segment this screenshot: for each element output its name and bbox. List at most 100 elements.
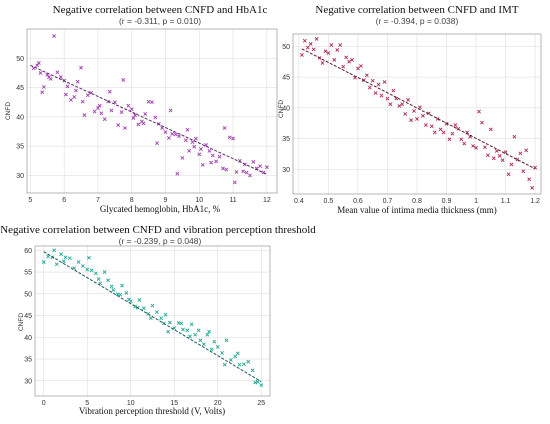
x-tick-label: 6 <box>62 197 66 204</box>
x-tick-label: 11 <box>229 197 236 204</box>
x-tick-label: 15 <box>170 400 178 407</box>
x-tick-label: 0.5 <box>324 198 334 205</box>
data-point <box>146 99 151 104</box>
data-point <box>429 124 434 129</box>
data-point <box>67 256 72 261</box>
data-point <box>227 135 232 140</box>
data-point <box>121 78 126 82</box>
data-point <box>215 344 220 349</box>
y-tick-label: 45 <box>16 85 24 92</box>
data-point <box>379 93 384 98</box>
data-point <box>415 117 419 121</box>
x-axis-label: Vibration perception threshold (V, Volts… <box>79 406 225 416</box>
x-tick-label: 0.7 <box>383 198 393 205</box>
data-point <box>124 291 129 295</box>
y-tick-label: 35 <box>282 136 290 143</box>
data-point <box>159 316 164 321</box>
y-tick-label: 30 <box>16 173 24 180</box>
y-tick-label: 35 <box>16 144 24 151</box>
chart-subtitle: (r = -0.311, p = 0.010) <box>119 16 201 26</box>
data-point <box>224 167 229 172</box>
data-point <box>217 154 222 159</box>
data-point <box>494 149 499 153</box>
data-point <box>444 121 449 126</box>
data-point <box>235 351 240 356</box>
data-point <box>54 262 59 267</box>
data-point <box>474 145 478 150</box>
data-point <box>175 171 180 176</box>
data-point <box>190 140 195 144</box>
data-point <box>137 297 142 302</box>
data-point <box>409 118 414 123</box>
data-point <box>250 368 255 373</box>
data-point <box>314 37 319 41</box>
data-point <box>61 259 66 264</box>
data-point <box>341 64 346 69</box>
x-tick-label: 0.9 <box>442 198 452 205</box>
data-point <box>196 328 201 333</box>
data-point <box>488 127 493 132</box>
chart-title: Negative correlation between CNFD and Hb… <box>53 4 268 16</box>
data-point <box>163 130 168 135</box>
plot-frame <box>34 245 271 397</box>
data-point <box>412 109 416 113</box>
data-point <box>530 185 535 190</box>
data-point <box>96 106 100 110</box>
data-point <box>432 130 437 135</box>
data-point <box>189 322 194 327</box>
data-point <box>118 292 123 297</box>
y-tick-label: 50 <box>24 291 32 298</box>
x-tick-label: 25 <box>257 400 265 407</box>
data-point <box>509 162 514 167</box>
data-point <box>364 73 369 78</box>
data-point <box>420 113 425 118</box>
x-tick-label: 5 <box>28 197 32 204</box>
data-point <box>521 169 526 174</box>
data-point <box>253 380 258 385</box>
data-point <box>423 123 428 127</box>
data-point <box>244 170 249 175</box>
data-point <box>201 342 206 347</box>
x-tick-label: 0.4 <box>294 198 304 205</box>
data-point <box>185 328 190 333</box>
data-point <box>426 111 431 116</box>
data-point <box>85 267 90 272</box>
data-point <box>131 116 136 120</box>
data-point <box>82 113 87 118</box>
data-point <box>129 107 134 112</box>
data-point <box>80 264 85 268</box>
x-tick-label: 10 <box>195 197 203 204</box>
data-point <box>367 85 372 90</box>
data-point <box>59 252 64 257</box>
data-point <box>80 99 85 104</box>
data-point <box>397 104 402 108</box>
data-point <box>150 100 154 105</box>
data-point <box>518 151 523 156</box>
data-point <box>193 332 198 337</box>
data-point <box>106 278 111 283</box>
data-point <box>344 55 349 60</box>
x-tick-label: 1 <box>474 198 478 205</box>
y-axis-label: CNFD <box>278 100 285 118</box>
data-point <box>233 354 238 359</box>
data-point <box>52 248 57 253</box>
data-point <box>116 123 121 127</box>
data-point <box>150 303 155 308</box>
data-point <box>192 144 197 149</box>
y-axis-label: CNFD <box>18 313 25 331</box>
data-point <box>198 338 203 343</box>
x-tick-label: 20 <box>214 400 222 407</box>
data-point <box>65 84 70 89</box>
data-point <box>69 97 73 102</box>
data-point <box>524 148 529 153</box>
data-point <box>167 320 172 325</box>
data-point <box>38 71 43 75</box>
data-point <box>237 362 242 367</box>
data-point <box>210 153 215 158</box>
data-point <box>136 122 141 127</box>
data-point <box>188 334 192 339</box>
data-point <box>168 108 173 113</box>
data-point <box>385 96 390 101</box>
data-point <box>141 306 146 311</box>
